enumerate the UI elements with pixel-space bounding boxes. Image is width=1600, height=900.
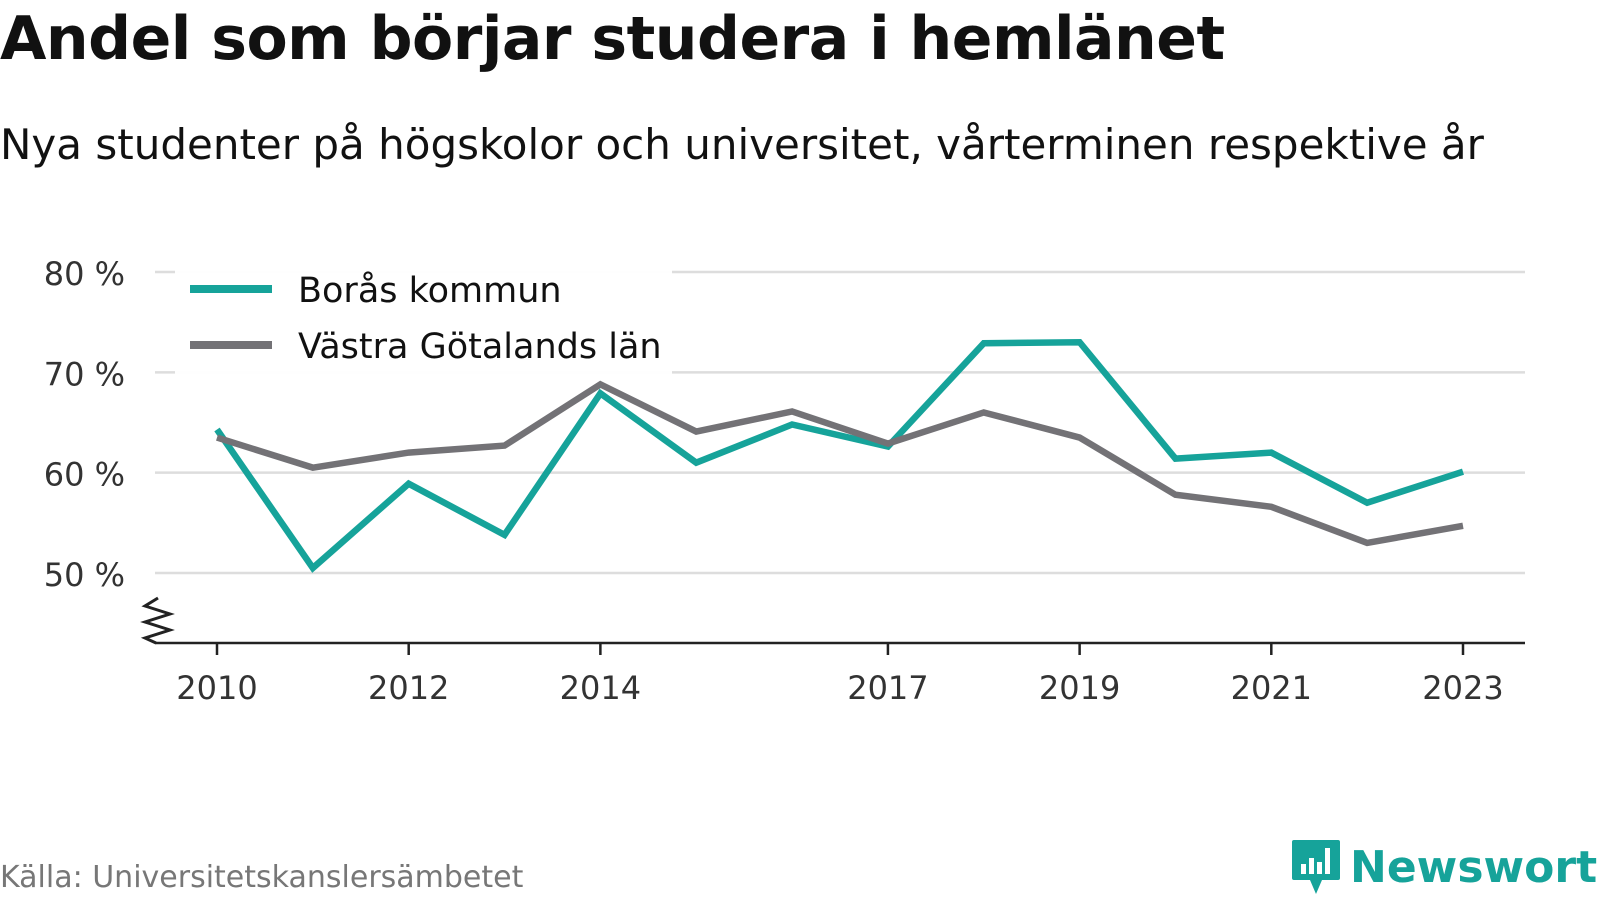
logo-text: Newsworthy (1350, 841, 1600, 893)
legend-label: Borås kommun (298, 270, 562, 311)
x-tick-label: 2017 (847, 669, 928, 707)
axis-break-icon (140, 596, 175, 645)
y-tick-label: 70 % (44, 355, 125, 393)
legend-label: Västra Götalands län (298, 327, 662, 367)
chart-subtitle: Nya studenter på högskolor och universit… (0, 120, 1484, 169)
x-tick-label: 2021 (1231, 669, 1312, 707)
line-chart: 50 % 60 % 70 % 80 % 2010 2012 2014 2017 2019 2021… (44, 255, 1525, 707)
newsworthy-logo: Newsworthy (1290, 838, 1600, 896)
y-tick-label: 50 % (44, 556, 125, 594)
series-line-vastra-gotaland (216, 380, 1464, 547)
x-tick-label: 2010 (176, 669, 257, 707)
y-tick-label: 80 % (44, 255, 125, 293)
bar-chart-speech-bubble-icon (1292, 840, 1340, 894)
x-tick-label: 2014 (560, 669, 641, 707)
chart-title: Andel som börjar studera i hemlänet (0, 4, 1225, 74)
y-tick-label: 60 % (44, 456, 125, 494)
series-line-boras (214, 338, 1465, 573)
legend-box (175, 262, 672, 374)
x-tick-label: 2012 (368, 669, 449, 707)
source-note: Källa: Universitetskanslersämbetet (0, 860, 524, 895)
x-tick-label: 2019 (1039, 669, 1120, 707)
x-tick-label: 2023 (1422, 669, 1503, 707)
